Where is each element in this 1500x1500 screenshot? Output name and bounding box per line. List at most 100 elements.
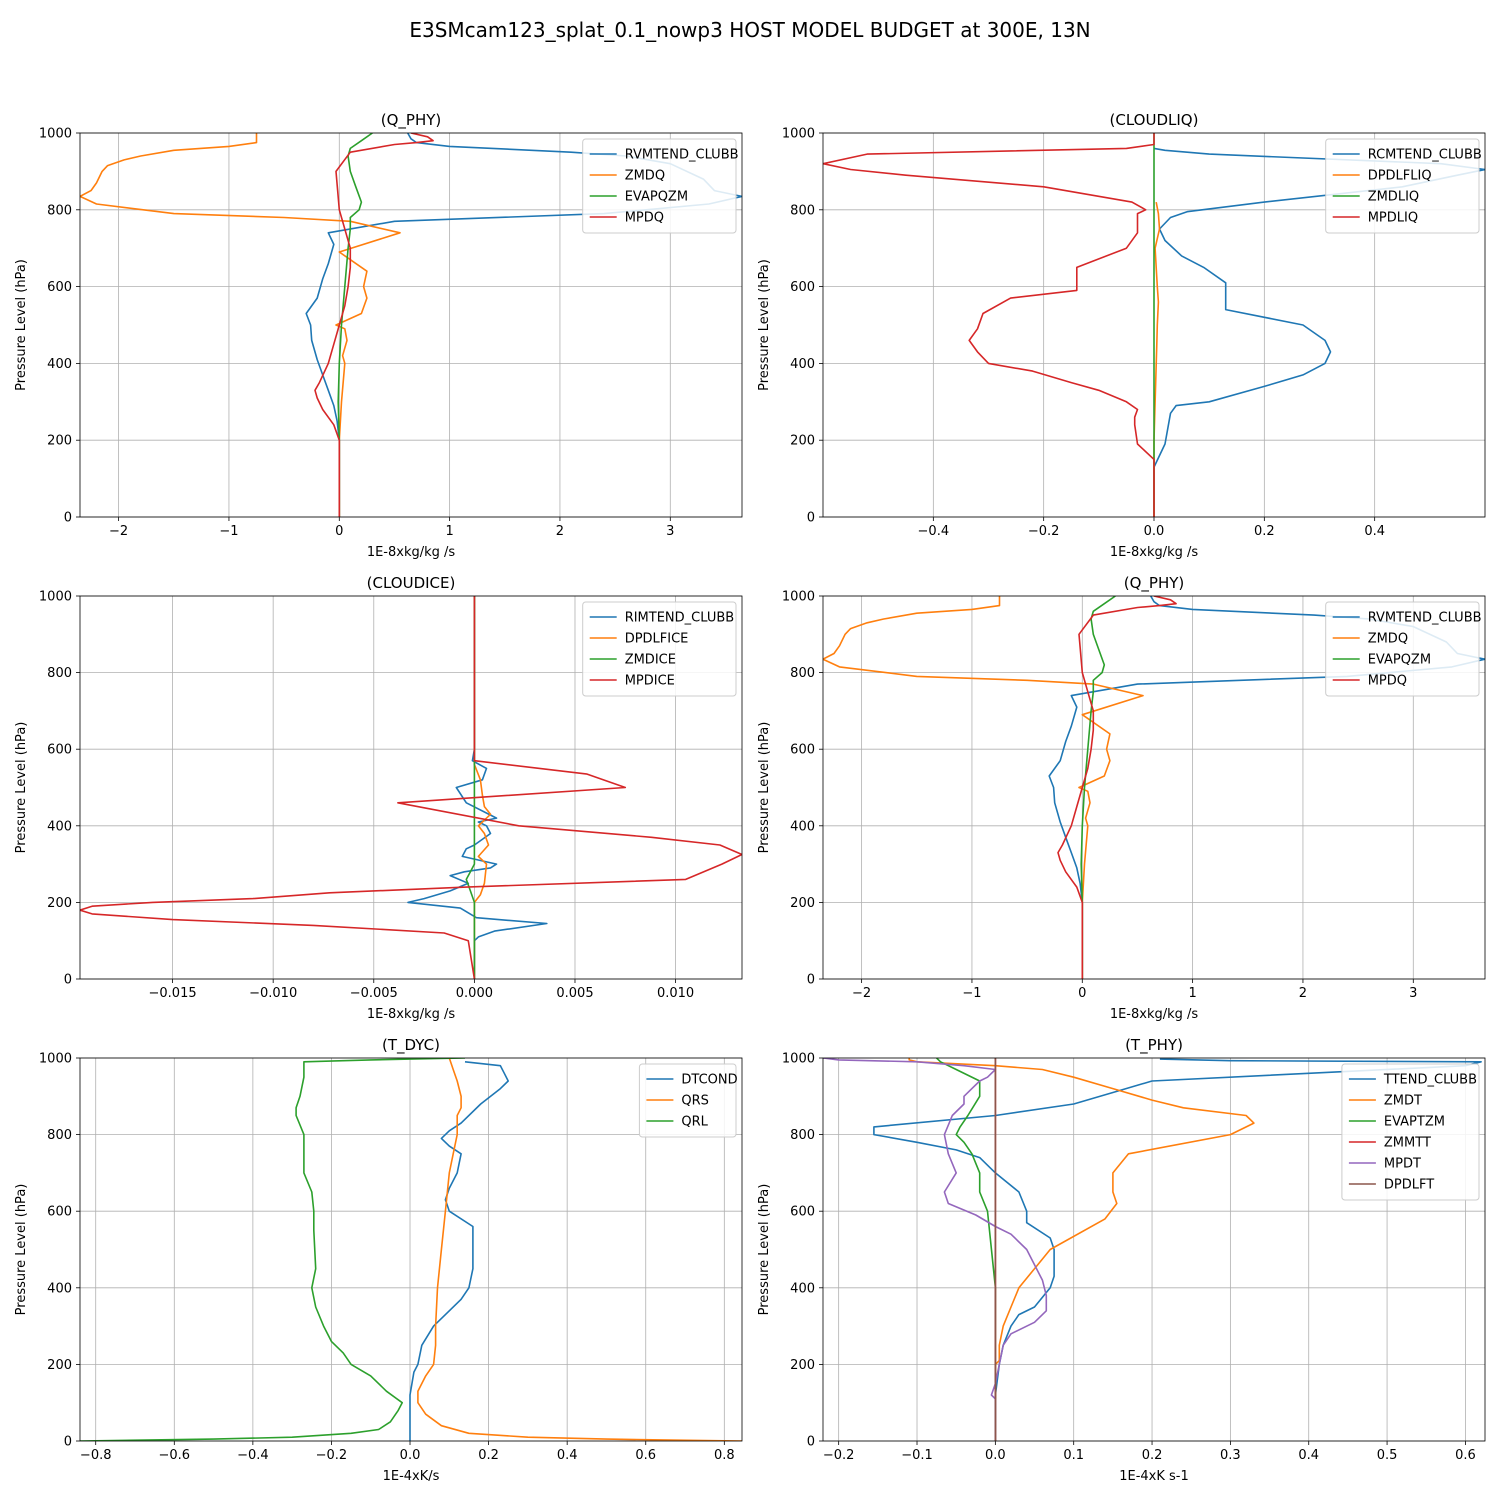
x-tick-label: 0.0 xyxy=(1144,524,1165,539)
x-tick-label: −2 xyxy=(852,986,871,1001)
series-line-dtcond xyxy=(409,1061,510,1441)
series-line-mpdq xyxy=(1057,596,1177,979)
legend-label: QRL xyxy=(681,1115,708,1130)
y-tick-label: 800 xyxy=(47,666,72,681)
panel-title: (T_DYC) xyxy=(382,1036,440,1055)
legend-box xyxy=(1325,138,1480,234)
y-axis-label: Pressure Level (hPa) xyxy=(757,259,772,391)
y-tick-label: 200 xyxy=(47,896,72,911)
legend-label: DPDLFT xyxy=(1384,1178,1434,1193)
y-tick-label: 400 xyxy=(790,357,815,372)
panel-title: (T_PHY) xyxy=(1125,1036,1183,1055)
x-tick-label: 0.0 xyxy=(400,1448,421,1463)
series-line-ttend_clubb xyxy=(873,1058,1482,1441)
y-tick-label: 0 xyxy=(64,511,72,526)
y-tick-label: 600 xyxy=(790,743,815,758)
series-line-mpdt xyxy=(823,1058,1048,1441)
x-tick-label: −0.4 xyxy=(918,524,950,539)
panel-3: −0.015 −0.010 −0.005 0.000 0.005 0.010 0 200 400… xyxy=(14,574,743,1022)
x-tick-label: −0.2 xyxy=(316,1448,348,1463)
y-tick-label: 200 xyxy=(790,1358,815,1373)
legend-label: MPDQ xyxy=(625,211,664,226)
legend-label: ZMMTT xyxy=(1384,1136,1431,1151)
x-axis-label: 1E-8xkg/kg /s xyxy=(367,1007,456,1022)
y-tick-label: 0 xyxy=(807,973,815,988)
plot-frame xyxy=(79,132,743,518)
y-tick-label: 200 xyxy=(790,434,815,449)
x-tick-label: 2 xyxy=(1299,986,1307,1001)
series-line-mpdq xyxy=(314,133,434,517)
x-tick-label: 0 xyxy=(1078,986,1086,1001)
y-tick-label: 600 xyxy=(790,280,815,295)
legend: TTEND_CLUBB ZMDT EVAPTZM ZMMTT MPDT DPDLFT xyxy=(1341,1063,1480,1201)
legend-label: QRS xyxy=(681,1094,709,1109)
legend: RIMTEND_CLUBB DPDLFICE ZMDICE MPDICE xyxy=(582,601,737,697)
y-tick-label: 600 xyxy=(47,1205,72,1220)
panel-4: −2 −1 0 1 2 3 0 200 400 600 800 1000 (Q_PHY) 1E-8xkg/… xyxy=(757,574,1486,1022)
x-tick-label: −1 xyxy=(219,524,238,539)
series-line-mpdliq xyxy=(823,133,1155,517)
x-tick-label: −0.6 xyxy=(159,1448,191,1463)
x-tick-label: 0 xyxy=(335,524,343,539)
y-tick-label: 800 xyxy=(790,666,815,681)
legend-label: MPDT xyxy=(1384,1157,1421,1172)
x-tick-label: −2 xyxy=(109,524,128,539)
x-tick-label: −1 xyxy=(962,986,981,1001)
y-axis-label: Pressure Level (hPa) xyxy=(14,1184,29,1316)
x-tick-label: 0.6 xyxy=(1455,1448,1476,1463)
panel-title: (CLOUDICE) xyxy=(367,574,456,592)
plot-frame xyxy=(79,1057,743,1442)
y-tick-label: 600 xyxy=(47,280,72,295)
x-axis-label: 1E-4xK s-1 xyxy=(1119,1469,1189,1484)
y-tick-label: 1000 xyxy=(782,590,815,605)
legend: RVMTEND_CLUBB ZMDQ EVAPQZM MPDQ xyxy=(582,138,739,234)
legend-label: RVMTEND_CLUBB xyxy=(1368,611,1482,626)
panel-1: −2 −1 0 1 2 3 0 200 400 600 800 1000 (Q_PHY) 1E-8xkg/… xyxy=(14,111,743,560)
y-tick-label: 600 xyxy=(790,1205,815,1220)
series-line-qrl xyxy=(80,1058,466,1441)
y-tick-label: 800 xyxy=(790,203,815,218)
x-tick-label: −0.2 xyxy=(823,1448,855,1463)
legend-box xyxy=(638,1063,737,1138)
y-axis-label: Pressure Level (hPa) xyxy=(757,1184,772,1316)
legend-box xyxy=(582,138,737,234)
x-tick-label: 0.2 xyxy=(478,1448,499,1463)
figure-title: E3SMcam123_splat_0.1_nowp3 HOST MODEL BU… xyxy=(409,18,1090,42)
y-tick-label: 400 xyxy=(790,1281,815,1296)
x-tick-label: 0.6 xyxy=(635,1448,656,1463)
y-tick-label: 1000 xyxy=(39,590,72,605)
panel-title: (CLOUDLIQ) xyxy=(1110,111,1199,129)
series-line-evaptzm xyxy=(936,1058,997,1441)
x-axis-label: 1E-8xkg/kg /s xyxy=(367,545,456,560)
x-axis-label: 1E-8xkg/kg /s xyxy=(1110,1007,1199,1022)
plot-frame xyxy=(79,595,743,980)
y-tick-label: 1000 xyxy=(782,1052,815,1067)
y-tick-label: 1000 xyxy=(39,127,72,142)
x-tick-label: −0.005 xyxy=(350,986,398,1001)
legend-label: ZMDLIQ xyxy=(1368,190,1419,205)
legend-label: RVMTEND_CLUBB xyxy=(625,148,739,163)
y-tick-label: 400 xyxy=(790,819,815,834)
y-tick-label: 400 xyxy=(47,819,72,834)
y-tick-label: 200 xyxy=(47,1358,72,1373)
legend-label: EVAPTZM xyxy=(1384,1115,1445,1130)
y-tick-label: 0 xyxy=(64,973,72,988)
y-axis-label: Pressure Level (hPa) xyxy=(757,722,772,854)
x-tick-label: 3 xyxy=(1409,986,1417,1001)
x-tick-label: 0.2 xyxy=(1254,524,1275,539)
y-axis-label: Pressure Level (hPa) xyxy=(14,722,29,854)
legend: RCMTEND_CLUBB DPDLFLIQ ZMDLIQ MPDLIQ xyxy=(1325,138,1482,234)
y-tick-label: 0 xyxy=(807,511,815,526)
series-line-dpdlfice xyxy=(473,596,492,979)
legend-label: ZMDQ xyxy=(625,169,665,184)
x-tick-label: 0.4 xyxy=(1298,1448,1319,1463)
panel-2: −0.4 −0.2 0.0 0.2 0.4 0 200 400 600 800 1000 (CLOUD… xyxy=(757,111,1486,560)
y-axis-label: Pressure Level (hPa) xyxy=(14,259,29,391)
legend-label: DTCOND xyxy=(681,1073,737,1088)
series-line-mpdice xyxy=(80,596,742,979)
y-tick-label: 0 xyxy=(64,1435,72,1450)
series-line-zmdq xyxy=(80,133,401,517)
legend-label: EVAPQZM xyxy=(1368,653,1431,668)
x-axis-label: 1E-4xK/s xyxy=(383,1469,440,1484)
